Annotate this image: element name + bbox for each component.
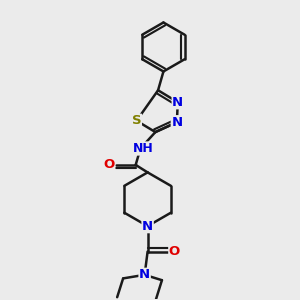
Text: S: S (132, 114, 141, 127)
Text: N: N (142, 220, 153, 232)
Text: NH: NH (133, 142, 153, 155)
Text: N: N (171, 116, 182, 129)
Text: N: N (172, 96, 183, 109)
Text: N: N (139, 268, 150, 281)
Text: O: O (103, 158, 115, 171)
Text: O: O (169, 245, 180, 258)
